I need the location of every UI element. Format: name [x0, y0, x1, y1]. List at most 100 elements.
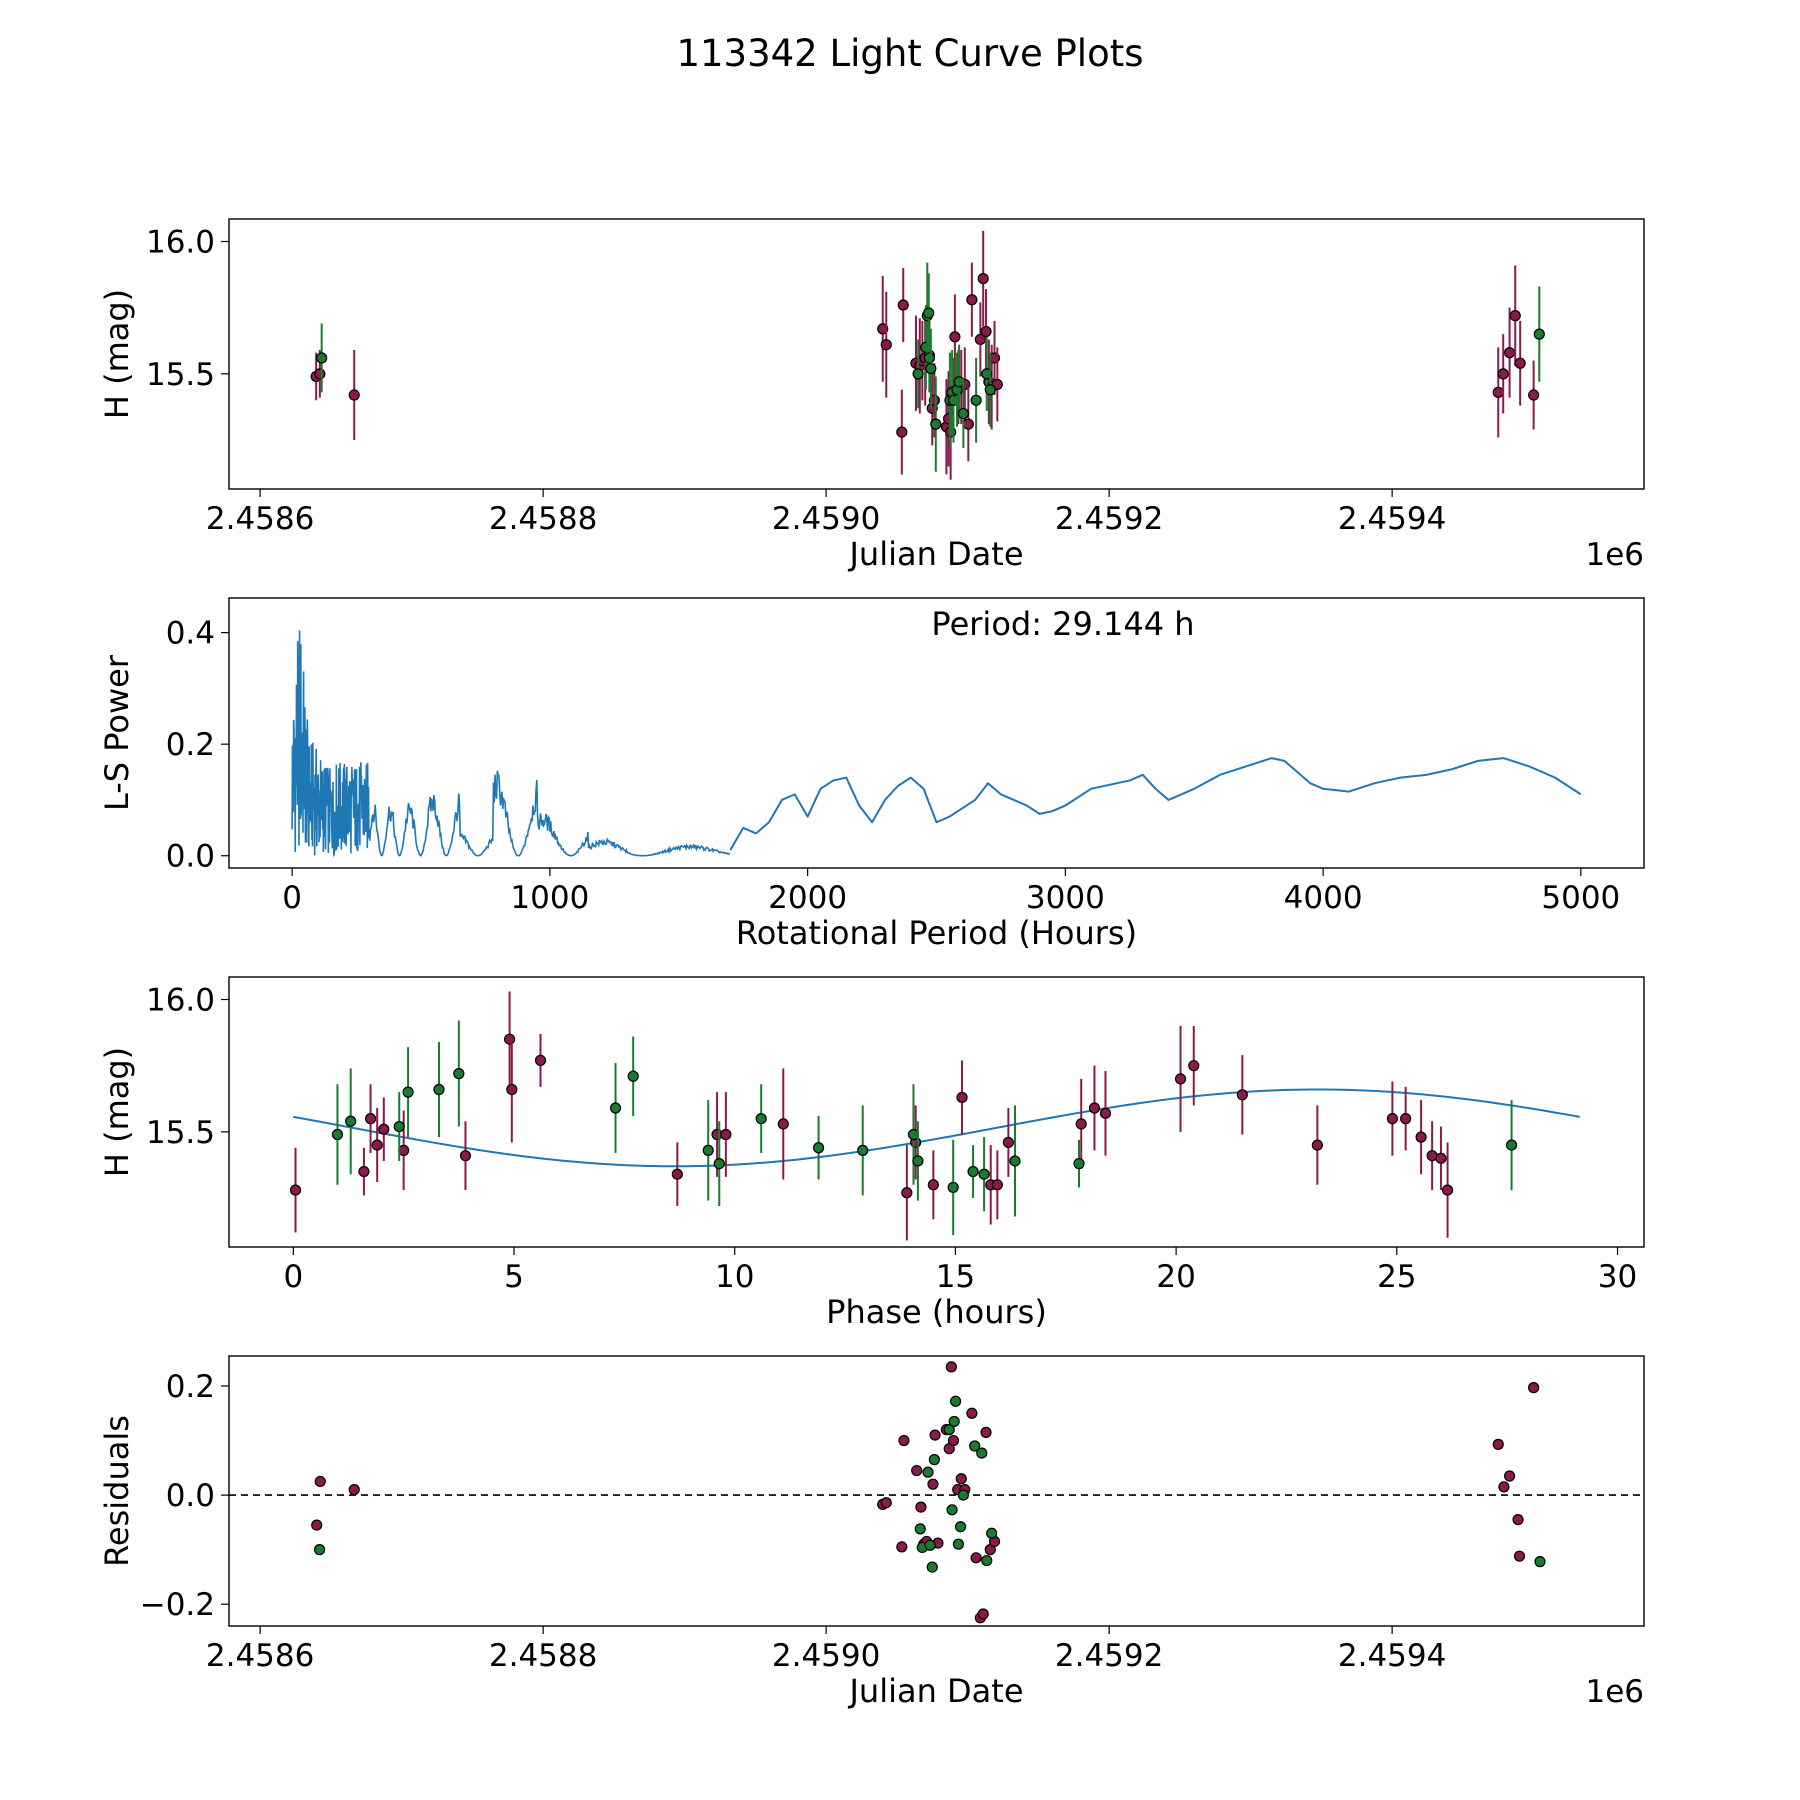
data-point-g	[316, 352, 328, 364]
x-axis-label: Julian Date	[847, 1672, 1023, 1710]
data-point-g	[930, 418, 942, 430]
data-point-g	[402, 1086, 414, 1098]
data-point-g	[981, 1554, 993, 1567]
data-point-r	[1512, 1514, 1524, 1526]
data-point-g	[967, 1165, 979, 1178]
data-point-r	[1492, 386, 1504, 398]
data-point-r	[1498, 1481, 1510, 1493]
data-point-r	[901, 1187, 913, 1199]
data-point-g	[923, 352, 936, 364]
data-point-g	[969, 1440, 981, 1452]
data-point-r	[1002, 1136, 1014, 1149]
plot-frame	[228, 597, 1645, 869]
data-point-r	[1497, 368, 1509, 380]
data-point-r	[928, 394, 940, 406]
data-point-g	[947, 1181, 959, 1194]
data-point-g	[857, 1144, 869, 1156]
data-point-g	[925, 362, 937, 375]
data-point-r	[358, 1165, 370, 1178]
data-point-r	[364, 1113, 377, 1125]
data-point-r	[896, 426, 908, 438]
x-offset-label: 1e6	[1585, 1674, 1644, 1710]
data-point-r	[877, 323, 889, 335]
axes-phased: 0 5 10 15 20 25 30 15.5 16.0 Phase (hours) H (mag)	[98, 976, 1645, 1331]
data-point-r	[289, 1184, 302, 1196]
data-point-r	[880, 339, 892, 351]
data-point-r	[977, 1608, 989, 1620]
y-tick-label: 16.0	[146, 983, 215, 1019]
data-point-g	[453, 1068, 465, 1080]
x-tick-label: 2000	[768, 880, 847, 916]
x-tick-label: 2.4594	[1338, 1638, 1446, 1674]
data-point-g	[970, 394, 982, 406]
periodogram-noise-line	[291, 630, 731, 858]
data-point-r	[1188, 1060, 1200, 1072]
data-point-r	[534, 1054, 547, 1066]
data-point-r	[671, 1168, 683, 1180]
y-tick-label: 0.0	[166, 839, 215, 875]
data-point-g	[1533, 328, 1545, 340]
data-point-r	[1236, 1089, 1248, 1101]
data-point-r	[927, 1478, 939, 1490]
x-offset-label: 1e6	[1585, 537, 1644, 573]
data-point-r	[915, 1501, 927, 1513]
data-point-r	[966, 294, 978, 306]
plot-frame	[228, 218, 1645, 490]
data-point-r	[1503, 347, 1516, 359]
data-point-g	[986, 1527, 998, 1539]
data-point-r	[1435, 1152, 1447, 1164]
data-point-g	[345, 1115, 357, 1127]
data-point-r	[348, 1484, 360, 1496]
data-point-r	[927, 1179, 939, 1191]
axes-lightcurve: 2.4586 2.4588 2.4590 2.4592 2.4594 15.5 16.0 Ju…	[98, 218, 1645, 573]
axes-periodogram: 0 1000 2000 3000 4000 5000 0.0 0.2 0.4 Rotational…	[98, 597, 1645, 952]
data-point-g	[812, 1142, 825, 1154]
data-point-r	[1386, 1113, 1399, 1125]
x-tick-label: 5000	[1541, 880, 1620, 916]
data-point-r	[371, 1139, 383, 1151]
data-point-g	[1009, 1155, 1021, 1167]
data-point-r	[1415, 1131, 1427, 1143]
data-point-r	[1441, 1184, 1454, 1196]
data-point-g	[702, 1144, 714, 1156]
data-point-r	[777, 1118, 789, 1130]
x-tick-label: 30	[1598, 1259, 1637, 1295]
y-tick-label: −0.2	[140, 1587, 215, 1623]
data-point-r	[1088, 1102, 1101, 1114]
data-point-r	[506, 1083, 518, 1096]
x-tick-label: 4000	[1284, 880, 1363, 916]
x-tick-label: 2.4594	[1338, 501, 1446, 537]
axes-residuals: 2.4586 2.4588 2.4590 2.4592 2.4594 −0.2 0.0 0.2…	[98, 1355, 1645, 1710]
x-tick-label: 0	[283, 1259, 303, 1295]
data-point-r	[1503, 1470, 1516, 1482]
x-tick-label: 2.4590	[772, 501, 880, 537]
data-point-r	[991, 1179, 1003, 1191]
data-point-r	[1311, 1139, 1323, 1151]
x-tick-label: 3000	[1026, 880, 1105, 916]
x-tick-label: 25	[1377, 1259, 1416, 1295]
x-tick-label: 15	[936, 1259, 975, 1295]
data-point-g	[957, 407, 969, 420]
y-tick-label: 0.0	[166, 1478, 215, 1514]
data-point-g	[1534, 1556, 1546, 1568]
data-point-r	[955, 1473, 967, 1485]
data-point-r	[1509, 310, 1521, 322]
data-point-g	[1073, 1158, 1085, 1170]
y-axis-label: H (mag)	[98, 1047, 136, 1177]
data-point-g	[943, 1424, 955, 1436]
data-point-g	[954, 1521, 967, 1533]
data-layer-lightcurve	[310, 230, 1545, 480]
data-point-r	[1514, 357, 1526, 369]
data-point-g	[952, 1538, 965, 1550]
data-point-r	[880, 1497, 892, 1509]
data-point-r	[1513, 1550, 1526, 1562]
x-tick-label: 2.4588	[489, 501, 597, 537]
data-point-r	[945, 1361, 957, 1373]
data-layer-phased	[289, 991, 1580, 1241]
data-point-r	[314, 368, 326, 380]
data-point-r	[503, 1033, 516, 1045]
data-point-r	[980, 325, 992, 338]
periodogram-line	[729, 757, 1582, 851]
data-point-g	[981, 368, 993, 380]
data-point-g	[912, 368, 924, 380]
